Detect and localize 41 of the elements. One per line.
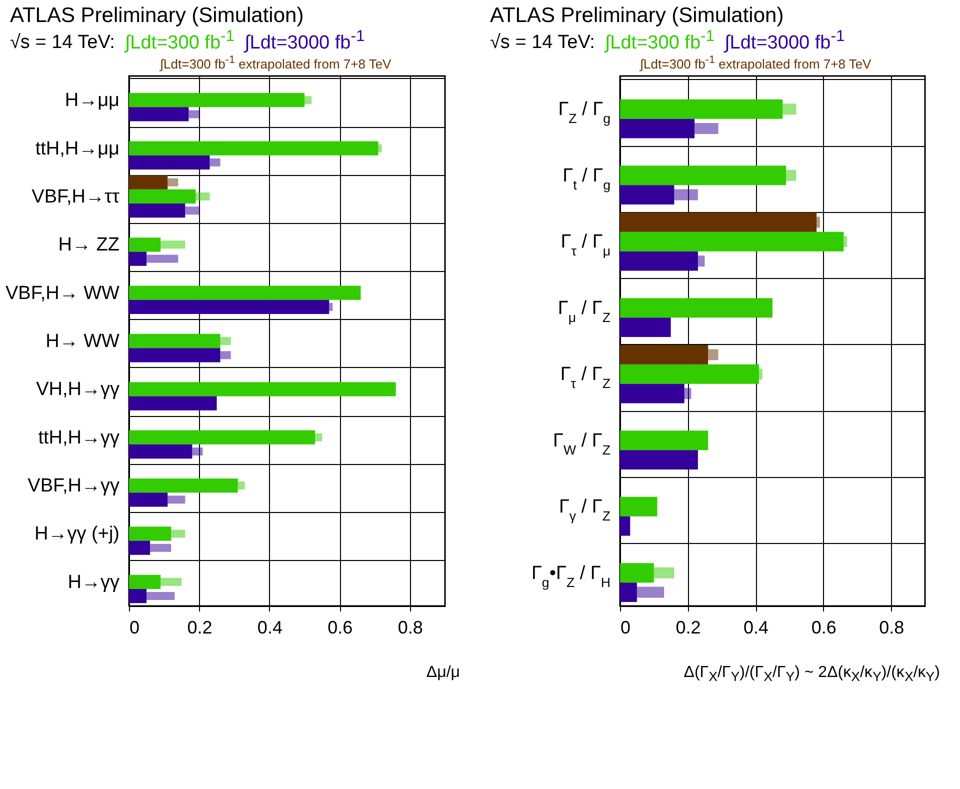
chart-subtitle: √s = 14 TeV: xyxy=(10,32,115,54)
y-tick-label: H→μμ xyxy=(64,90,120,111)
y-tick-label: Γ$_{τ}$ / Γ$_{μ}$ xyxy=(560,231,610,258)
y-tick-label: VBF,H→ WW xyxy=(6,282,120,304)
y-tick-label: ttH,H→μμ xyxy=(35,138,120,159)
y-tick-label: H→γγ (+j) xyxy=(34,523,120,544)
text: ∫Ldt=300 fb$^{-1}$ xyxy=(124,28,235,54)
x-tick-label: 0.4 xyxy=(257,617,282,638)
text: ∫Ldt=3000 fb$^{-1}$ xyxy=(244,28,365,54)
x-tick-label: 0.8 xyxy=(398,617,423,638)
y-tick-label: H→ WW xyxy=(46,330,120,352)
chart-subtitle: √s = 14 TeV: xyxy=(490,32,595,54)
x-tick-label: 0.8 xyxy=(879,617,904,638)
y-tick-label: H→γγ xyxy=(68,572,120,593)
y-tick-label: VH,H→γγ xyxy=(36,378,120,400)
text: Δ(Γ$_{X}$/Γ$_{Y}$)/(Γ$_{X}$/Γ$_{Y}$) ~ 2Δ(κ$_{X}$/κ$_{Y}$)/(κ$_{X}$/κ$_{Y}$) xyxy=(684,664,940,684)
x-tick-label: 0.2 xyxy=(187,617,212,638)
y-tick-label: H→ ZZ xyxy=(58,234,120,256)
x-tick-label: 0.4 xyxy=(744,617,769,638)
y-tick-label: Γ$_{W}$ / Γ$_{Z}$ xyxy=(553,430,610,457)
y-tick-label: Γ$_{μ}$ / Γ$_{Z}$ xyxy=(558,298,610,324)
y-tick-label: VBF,H→γγ xyxy=(28,475,120,496)
text: ∫Ldt=300 fb$^{-1}$ extrapolated from 7+8 TeV xyxy=(158,54,392,72)
x-axis-title: Δμ/μ xyxy=(425,664,461,682)
text: ∫Ldt=3000 fb$^{-1}$ xyxy=(724,28,845,54)
chart-title: ATLAS Preliminary (Simulation) xyxy=(10,4,305,28)
y-tick-label: Γ$_{τ}$ / Γ$_{Z}$ xyxy=(560,364,610,390)
text: ∫Ldt=300 fb$^{-1}$ extrapolated from 7+8 TeV xyxy=(638,54,872,72)
y-tick-label: ttH,H→γγ xyxy=(38,427,120,448)
x-tick-label: 0 xyxy=(620,617,631,638)
x-tick-label: 0.6 xyxy=(811,617,836,638)
y-tick-label: Γ$_{g}$•Γ$_{Z}$ / Γ$_{H}$ xyxy=(531,562,610,590)
chart-title: ATLAS Preliminary (Simulation) xyxy=(490,4,785,28)
x-tick-label: 0 xyxy=(130,617,140,638)
x-tick-label: 0.2 xyxy=(676,617,701,638)
x-tick-label: 0.6 xyxy=(328,617,353,638)
y-tick-label: Γ$_{γ}$ / Γ$_{Z}$ xyxy=(558,496,610,523)
y-tick-label: Γ$_{t}$ / Γ$_{g}$ xyxy=(562,165,610,192)
text: ∫Ldt=300 fb$^{-1}$ xyxy=(604,28,715,54)
y-tick-label: Γ$_{Z}$ / Γ$_{g}$ xyxy=(558,98,610,126)
y-tick-label: VBF,H→ττ xyxy=(32,186,120,208)
